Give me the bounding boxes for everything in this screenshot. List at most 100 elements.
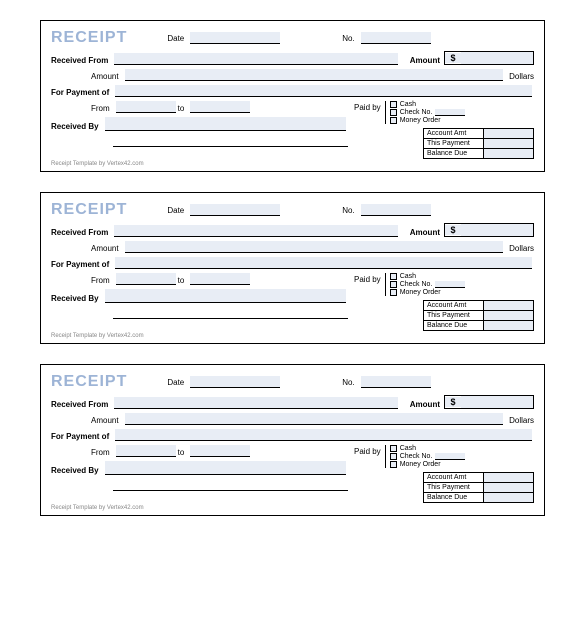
to-label: to (178, 448, 185, 457)
for-payment-field[interactable] (115, 257, 532, 269)
cash-label: Cash (400, 101, 416, 108)
for-payment-label: For Payment of (51, 260, 109, 269)
receipt-title: RECEIPT (51, 201, 127, 219)
no-field[interactable] (361, 376, 431, 388)
cash-checkbox[interactable] (390, 101, 397, 108)
footer-text: Receipt Template by Vertex42.com (51, 161, 534, 167)
date-field[interactable] (190, 204, 280, 216)
summary-table: Account Amt This Payment Balance Due (423, 300, 534, 331)
amount-line-field[interactable] (125, 69, 504, 81)
to-field[interactable] (190, 445, 250, 457)
money-order-label: Money Order (400, 289, 441, 296)
this-payment-field[interactable] (484, 311, 534, 321)
received-from-label: Received From (51, 56, 108, 65)
balance-due-label: Balance Due (424, 493, 484, 503)
check-no-field[interactable] (435, 453, 465, 460)
balance-due-label: Balance Due (424, 321, 484, 331)
amount-box-label: Amount (410, 56, 440, 65)
amount-line-field[interactable] (125, 413, 504, 425)
received-by-label: Received By (51, 122, 99, 131)
account-amt-field[interactable] (484, 473, 534, 483)
money-order-checkbox[interactable] (390, 461, 397, 468)
cash-checkbox[interactable] (390, 445, 397, 452)
receipt-title: RECEIPT (51, 29, 127, 47)
received-from-field[interactable] (114, 397, 397, 409)
balance-due-field[interactable] (484, 321, 534, 331)
amount-line-label: Amount (91, 416, 119, 425)
dollars-label: Dollars (509, 72, 534, 81)
no-label: No. (342, 378, 354, 387)
this-payment-field[interactable] (484, 139, 534, 149)
amount-box: $ (444, 223, 534, 237)
balance-due-field[interactable] (484, 493, 534, 503)
date-field[interactable] (190, 32, 280, 44)
cash-checkbox[interactable] (390, 273, 397, 280)
this-payment-field[interactable] (484, 483, 534, 493)
date-label: Date (167, 34, 184, 43)
received-by-label: Received By (51, 294, 99, 303)
summary-table: Account Amt This Payment Balance Due (423, 472, 534, 503)
received-by-field-2[interactable] (113, 307, 348, 319)
receipt-form: RECEIPT Date No. Received From Amount $ … (40, 20, 545, 172)
balance-due-field[interactable] (484, 149, 534, 159)
check-checkbox[interactable] (390, 109, 397, 116)
from-field[interactable] (116, 445, 176, 457)
for-payment-field[interactable] (115, 85, 532, 97)
this-payment-label: This Payment (424, 139, 484, 149)
amount-box-field[interactable] (461, 52, 533, 64)
from-field[interactable] (116, 101, 176, 113)
received-from-field[interactable] (114, 53, 397, 65)
paid-by-section: Paid by Cash Check No. (354, 101, 534, 124)
paid-by-label: Paid by (354, 445, 386, 468)
check-no-field[interactable] (435, 281, 465, 288)
money-order-checkbox[interactable] (390, 289, 397, 296)
from-field[interactable] (116, 273, 176, 285)
account-amt-label: Account Amt (424, 129, 484, 139)
no-field[interactable] (361, 204, 431, 216)
date-label: Date (167, 378, 184, 387)
received-by-field[interactable] (105, 289, 346, 303)
this-payment-label: This Payment (424, 483, 484, 493)
amount-box-label: Amount (410, 400, 440, 409)
receipt-form: RECEIPT Date No. Received From Amount $ … (40, 364, 545, 516)
money-order-checkbox[interactable] (390, 117, 397, 124)
from-label: From (91, 276, 110, 285)
to-label: to (178, 104, 185, 113)
paid-by-label: Paid by (354, 101, 386, 124)
amount-box-field[interactable] (461, 396, 533, 408)
account-amt-field[interactable] (484, 129, 534, 139)
check-label: Check No. (400, 453, 433, 460)
summary-table: Account Amt This Payment Balance Due (423, 128, 534, 159)
dollars-label: Dollars (509, 416, 534, 425)
received-by-field-2[interactable] (113, 135, 348, 147)
for-payment-field[interactable] (115, 429, 532, 441)
amount-line-field[interactable] (125, 241, 504, 253)
cash-label: Cash (400, 445, 416, 452)
received-by-field-2[interactable] (113, 479, 348, 491)
for-payment-label: For Payment of (51, 432, 109, 441)
check-checkbox[interactable] (390, 453, 397, 460)
check-no-field[interactable] (435, 109, 465, 116)
footer-text: Receipt Template by Vertex42.com (51, 333, 534, 339)
money-order-label: Money Order (400, 117, 441, 124)
amount-box-field[interactable] (461, 224, 533, 236)
from-label: From (91, 448, 110, 457)
check-checkbox[interactable] (390, 281, 397, 288)
money-order-label: Money Order (400, 461, 441, 468)
date-field[interactable] (190, 376, 280, 388)
amount-box: $ (444, 51, 534, 65)
footer-text: Receipt Template by Vertex42.com (51, 505, 534, 511)
to-field[interactable] (190, 101, 250, 113)
cash-label: Cash (400, 273, 416, 280)
account-amt-field[interactable] (484, 301, 534, 311)
balance-due-label: Balance Due (424, 149, 484, 159)
received-from-field[interactable] (114, 225, 397, 237)
paid-by-section: Paid by Cash Check No. (354, 445, 534, 468)
date-label: Date (167, 206, 184, 215)
this-payment-label: This Payment (424, 311, 484, 321)
received-by-field[interactable] (105, 461, 346, 475)
to-field[interactable] (190, 273, 250, 285)
received-by-field[interactable] (105, 117, 346, 131)
no-field[interactable] (361, 32, 431, 44)
paid-by-label: Paid by (354, 273, 386, 296)
